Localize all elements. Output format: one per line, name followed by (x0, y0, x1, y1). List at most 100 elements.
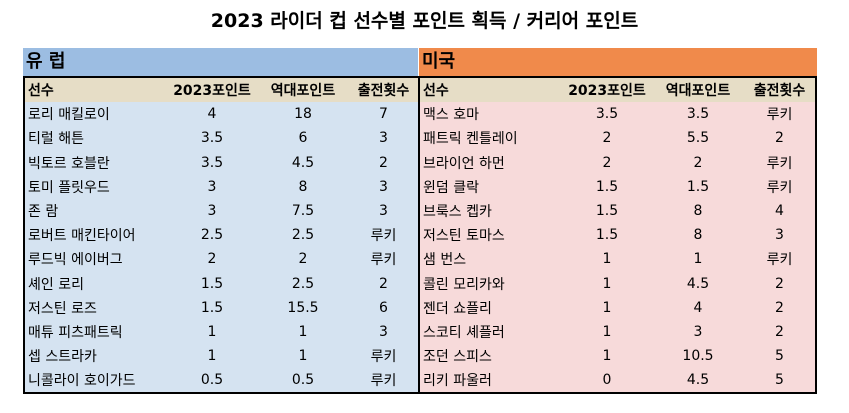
table-cell: 2 (775, 299, 784, 316)
table-cell: 1 (602, 299, 612, 316)
table-cell: 1 (298, 323, 308, 340)
table-cell: 4 (775, 203, 784, 220)
player-name-cell: 패트릭 켄틀레이 (423, 131, 518, 148)
table-row: 로리 매킬로이 4 18 7 (24, 102, 419, 126)
table-cell: 루키 (370, 349, 397, 366)
table-row: 리키 파울러 0 4.5 5 (419, 368, 816, 393)
usa-table: 선수 2023포인트 역대포인트 출전횟수 맥스 호마 3.5 3.5 루키 패트릭 켄틀레이… (418, 76, 817, 395)
europe-header-row: 선수 2023포인트 역대포인트 출전횟수 (24, 77, 419, 103)
table-row: 맥스 호마 3.5 3.5 루키 (419, 102, 816, 126)
table-cell: 3 (379, 178, 388, 195)
table-cell: 2 (775, 130, 784, 147)
table-cell: 1 (602, 275, 612, 292)
player-name-cell: 빅토르 호블란 (28, 155, 110, 172)
table-row: 로버트 매킨타이어 2.5 2.5 루키 (24, 223, 419, 247)
table-cell: 0.5 (291, 372, 315, 389)
table-cell: 1.5 (200, 299, 224, 316)
tables-container: 유 럽 미국 선수 2023포인트 역대포인트 출전횟수 로리 매킬로이 4 18 7 티럴 … (23, 48, 817, 395)
player-name-cell: 샘 번스 (423, 252, 467, 269)
table-cell: 4.5 (686, 372, 710, 389)
usa-header-row: 선수 2023포인트 역대포인트 출전횟수 (419, 77, 816, 103)
table-cell: 6 (298, 130, 308, 147)
player-name-cell: 셰인 로리 (28, 276, 84, 293)
page-title: 2023 라이더 컵 선수별 포인트 획득 / 커리어 포인트 (210, 10, 639, 32)
column-header: 출전횟수 (349, 77, 419, 103)
player-name-cell: 니콜라이 호이가드 (28, 373, 136, 390)
table-cell: 1.5 (595, 227, 619, 244)
table-cell: 1.5 (200, 275, 224, 292)
table-cell: 루키 (370, 252, 397, 269)
table-cell: 1.5 (686, 178, 710, 195)
table-row: 젠더 쇼플리 1 4 2 (419, 296, 816, 320)
table-cell: 5.5 (686, 130, 710, 147)
table-cell: 3.5 (595, 106, 619, 123)
table-cell: 5 (775, 348, 784, 365)
table-cell: 2 (775, 275, 784, 292)
table-cell: 2 (207, 251, 217, 268)
column-header: 역대포인트 (652, 77, 744, 103)
player-name-cell: 토미 플릿우드 (28, 179, 110, 196)
column-header: 2023포인트 (562, 77, 652, 103)
table-row: 브라이언 하먼 2 2 루키 (419, 151, 816, 175)
player-name-cell: 로버트 매킨타이어 (28, 228, 136, 245)
table-row: 빅토르 호블란 3.5 4.5 2 (24, 151, 419, 175)
table-cell: 루키 (766, 179, 793, 196)
column-header: 2023포인트 (167, 77, 257, 103)
player-name-cell: 저스틴 로즈 (28, 300, 97, 317)
table-cell: 1 (602, 348, 612, 365)
table-cell: 0.5 (200, 372, 224, 389)
table-row: 매튜 피츠패트릭 1 1 3 (24, 320, 419, 344)
table-row: 셉 스트라카 1 1 루키 (24, 344, 419, 368)
table-cell: 2 (602, 130, 612, 147)
table-cell: 5 (775, 372, 784, 389)
table-cell: 루키 (766, 107, 793, 124)
usa-section-label: 미국 (419, 48, 817, 76)
table-row: 티럴 해튼 3.5 6 3 (24, 126, 419, 150)
table-row: 셰인 로리 1.5 2.5 2 (24, 272, 419, 296)
player-name-cell: 스코티 셰플러 (423, 324, 505, 341)
table-cell: 3.5 (200, 130, 224, 147)
europe-section-label: 유 럽 (23, 48, 418, 76)
table-cell: 루키 (766, 155, 793, 172)
table-cell: 2 (602, 154, 612, 171)
table-cell: 1 (602, 251, 612, 268)
table-cell: 3 (693, 323, 703, 340)
player-name-cell: 맥스 호마 (423, 107, 479, 124)
table-cell: 3 (379, 203, 388, 220)
table-cell: 7.5 (291, 203, 315, 220)
table-cell: 1.5 (595, 178, 619, 195)
player-name-cell: 셉 스트라카 (28, 349, 97, 366)
player-name-cell: 존 람 (28, 204, 59, 221)
player-name-cell: 브룩스 켑카 (423, 204, 492, 221)
table-cell: 2 (379, 275, 388, 292)
table-cell: 3 (775, 227, 784, 244)
player-name-cell: 조던 스피스 (423, 349, 492, 366)
table-row: 브룩스 켑카 1.5 8 4 (419, 199, 816, 223)
table-row: 저스틴 토마스 1.5 8 3 (419, 223, 816, 247)
player-name-cell: 루드빅 에이버그 (28, 252, 123, 269)
column-header: 선수 (24, 77, 167, 103)
player-name-cell: 티럴 해튼 (28, 131, 84, 148)
europe-table: 선수 2023포인트 역대포인트 출전횟수 로리 매킬로이 4 18 7 티럴 해튼 3.5 6 3… (23, 76, 420, 395)
table-cell: 8 (693, 227, 703, 244)
player-name-cell: 로리 매킬로이 (28, 107, 110, 124)
table-cell: 3 (379, 130, 388, 147)
table-row: 조던 스피스 1 10.5 5 (419, 344, 816, 368)
table-cell: 3.5 (686, 106, 710, 123)
table-cell: 3 (207, 203, 217, 220)
table-cell: 18 (294, 106, 312, 123)
table-cell: 3 (379, 323, 388, 340)
column-header: 출전횟수 (744, 77, 816, 103)
table-row: 존 람 3 7.5 3 (24, 199, 419, 223)
table-cell: 1 (693, 251, 703, 268)
player-name-cell: 매튜 피츠패트릭 (28, 324, 123, 341)
column-header: 선수 (419, 77, 562, 103)
table-cell: 루키 (370, 373, 397, 390)
table-cell: 3 (207, 178, 217, 195)
table-cell: 루키 (370, 228, 397, 245)
table-cell: 0 (602, 372, 612, 389)
table-cell: 2.5 (291, 275, 315, 292)
table-cell: 루키 (766, 252, 793, 269)
table-cell: 7 (379, 106, 388, 123)
table-cell: 10.5 (682, 348, 714, 365)
